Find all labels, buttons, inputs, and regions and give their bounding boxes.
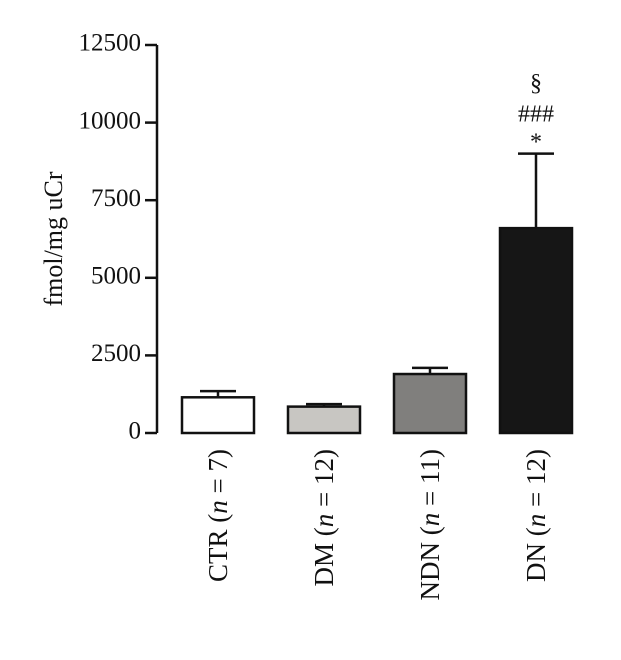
category-n-symbol: n xyxy=(415,513,445,527)
x-tick-label-dn: DN (n = 12) xyxy=(521,449,551,582)
x-tick-label-dm: DM (n = 12) xyxy=(309,449,339,586)
x-tick-labels: CTR (n = 7)DM (n = 12)NDN (n = 11)DN (n … xyxy=(203,449,551,600)
y-tick-label: 12500 xyxy=(79,30,142,57)
x-tick-label-ndn: NDN (n = 11) xyxy=(415,449,445,600)
bar-dm xyxy=(286,405,362,435)
y-tick-label: 7500 xyxy=(91,185,141,212)
category-name: DN ( xyxy=(521,527,551,582)
category-name: CTR ( xyxy=(203,514,233,582)
significance-mark-0: § xyxy=(530,71,542,97)
y-axis: 0 2500 5000 7500 10000 12500 xyxy=(79,30,159,445)
y-axis-label: fmol/mg uCr xyxy=(39,171,68,306)
category-name: DM ( xyxy=(309,527,339,586)
category-n-symbol: n xyxy=(521,514,551,528)
category-n-count: = 12) xyxy=(521,449,551,514)
y-tick-label: 10000 xyxy=(79,107,142,134)
category-n-count: = 7) xyxy=(203,449,233,500)
category-n-symbol: n xyxy=(203,500,233,514)
significance-annotations: § ###* xyxy=(518,71,554,156)
bar-dn xyxy=(498,226,574,435)
category-n-count: = 12) xyxy=(309,449,339,514)
significance-mark-2: * xyxy=(530,130,542,156)
bars-group xyxy=(180,152,574,435)
bar-ndn xyxy=(392,372,468,435)
y-tick-label: 0 xyxy=(129,418,142,445)
category-name: NDN ( xyxy=(415,526,445,600)
y-tick-label: 5000 xyxy=(91,263,141,290)
y-tick-label: 2500 xyxy=(91,340,141,367)
bar-ctr xyxy=(180,396,256,435)
significance-mark-1: ### xyxy=(518,102,554,128)
category-n-symbol: n xyxy=(309,514,339,528)
category-n-count: = 11) xyxy=(415,449,445,513)
x-tick-label-ctr: CTR (n = 7) xyxy=(203,449,233,582)
